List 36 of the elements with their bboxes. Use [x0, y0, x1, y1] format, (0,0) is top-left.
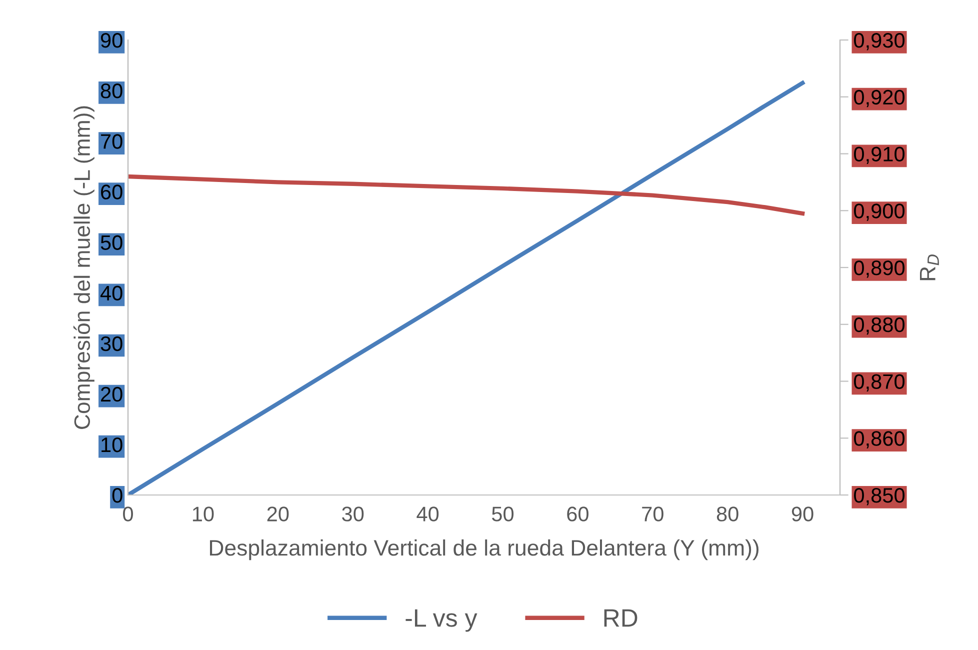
y2-tick-label: 0,860 — [854, 431, 905, 448]
y-tick-label: 50 — [100, 235, 122, 250]
y2-tick-label: 0,880 — [854, 317, 905, 335]
y2-axis-title: R$_{D}$ — [920, 254, 939, 280]
x-tick-label: 40 — [416, 506, 439, 522]
y2-tick-label: 0,910 — [854, 146, 905, 164]
y-tick-label: 20 — [101, 386, 122, 402]
x-tick-label: 90 — [792, 506, 814, 522]
x-tick-label: 60 — [567, 506, 588, 522]
y-tick-label: 90 — [100, 33, 122, 48]
x-tick-label: 80 — [716, 506, 738, 522]
y2-tick-label: 0,890 — [854, 260, 905, 278]
y-tick-label: 0 — [112, 488, 122, 503]
legend-label: RD — [604, 609, 638, 627]
legend-label: -L vs y — [406, 609, 478, 632]
line-series — [128, 174, 805, 216]
y-tick-label: 80 — [100, 84, 122, 98]
y2-tick-label: 0,850 — [854, 488, 905, 506]
y-axis-title: Compresión del muelle (-L (mm)) — [73, 106, 94, 429]
x-tick-label: 0 — [123, 506, 133, 522]
y2-tick-label: 0,900 — [854, 204, 905, 221]
y-tick-label: 40 — [100, 286, 122, 301]
x-tick-label: 10 — [192, 506, 214, 522]
y2-tick-label: 0,870 — [854, 374, 905, 392]
y-tick-label: 60 — [101, 184, 122, 200]
x-tick-label: 50 — [492, 506, 514, 522]
y2-tick-label: 0,930 — [854, 33, 905, 50]
x-tick-label: 70 — [642, 506, 664, 522]
y2-tick-label: 0,920 — [854, 90, 905, 108]
y-tick-label: 10 — [102, 437, 122, 452]
x-tick-label: 30 — [342, 506, 364, 522]
y-tick-label: 70 — [101, 134, 122, 149]
x-tick-label: 20 — [267, 506, 289, 522]
y-tick-label: 30 — [100, 336, 122, 352]
line-series — [128, 80, 805, 495]
x-axis-title: Desplazamiento Vertical de la rueda Delantera (Y (mm)) — [210, 539, 758, 560]
